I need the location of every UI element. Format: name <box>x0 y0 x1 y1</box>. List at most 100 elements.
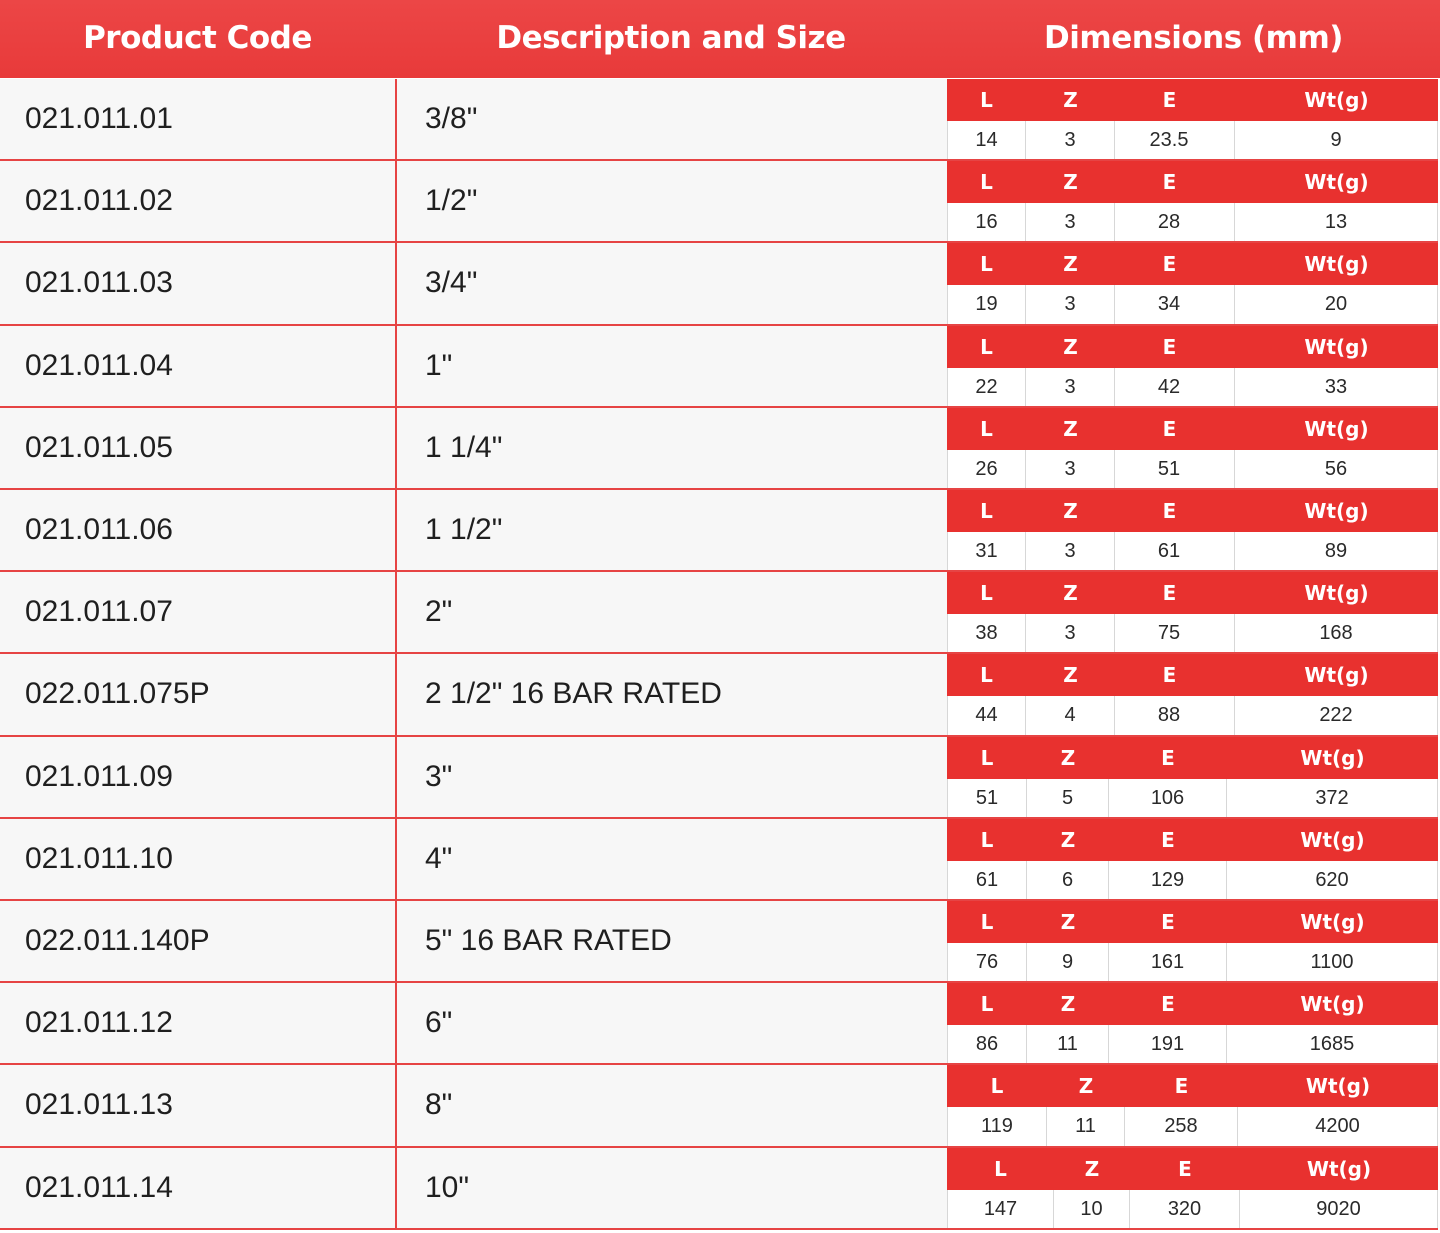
product-code-cell: 021.011.02 <box>0 161 395 244</box>
dim-value-e: 161 <box>1109 943 1227 982</box>
dim-value-z: 10 <box>1054 1189 1130 1228</box>
dimensions-values: 38 3 75 168 <box>947 614 1438 655</box>
dim-label-l: L <box>980 170 993 195</box>
dim-label-l: L <box>980 663 993 688</box>
dim-label-l: L <box>980 992 994 1017</box>
dim-label-wt: Wt(g) <box>1300 827 1365 852</box>
description-cell: 2 1/2" 16 BAR RATED <box>395 654 947 737</box>
description: 3/4" <box>425 266 478 300</box>
dim-label-wt: Wt(g) <box>1304 581 1369 606</box>
description-cell: 1 1/2" <box>395 490 947 573</box>
dim-label-z: Z <box>1063 581 1078 606</box>
dim-label-z: Z <box>1060 745 1076 770</box>
dimensions-block: L Z E Wt(g) 31 3 61 89 <box>947 490 1438 573</box>
dimensions-values: 31 3 61 89 <box>947 532 1438 573</box>
dim-label-wt: Wt(g) <box>1300 910 1365 934</box>
dim-value-e: 320 <box>1130 1189 1240 1228</box>
dim-value-wt: 56 <box>1235 449 1438 488</box>
product-code-cell: 021.011.06 <box>0 490 395 573</box>
description-cell: 3/4" <box>395 243 947 326</box>
dim-label-wt: Wt(g) <box>1304 170 1369 195</box>
dimensions-subheader: L Z E Wt(g) <box>947 161 1438 204</box>
description-cell: 3" <box>395 736 947 819</box>
dimensions-block: L Z E Wt(g) 86 11 191 1685 <box>947 983 1438 1066</box>
dimensions-subheader: L Z E Wt(g) <box>947 818 1438 861</box>
dim-label-z: Z <box>1063 88 1078 112</box>
product-code-cell: 021.011.12 <box>0 983 395 1066</box>
dim-value-z: 11 <box>1027 1025 1109 1064</box>
dimensions-block: L Z E Wt(g) 19 3 34 20 <box>947 243 1438 326</box>
dim-label-z: Z <box>1060 992 1076 1017</box>
dim-value-wt: 1100 <box>1227 943 1438 982</box>
dim-value-wt: 1685 <box>1227 1025 1438 1064</box>
table-row: 022.011.075P 2 1/2" 16 BAR RATED L Z E Wt(g) 4… <box>0 654 1440 737</box>
dim-label-l: L <box>980 745 994 770</box>
dim-label-wt: Wt(g) <box>1300 745 1365 770</box>
description-cell: 8" <box>395 1065 947 1148</box>
dim-value-l: 22 <box>947 367 1026 406</box>
dimensions-values: 22 3 42 33 <box>947 367 1438 408</box>
dimensions-block: L Z E Wt(g) 147 10 320 9020 <box>947 1147 1438 1230</box>
dim-label-e: E <box>1161 745 1175 770</box>
dimensions-subheader: L Z E Wt(g) <box>947 572 1438 615</box>
table-row: 021.011.12 6" L Z E Wt(g) 86 11 191 1685 <box>0 983 1440 1066</box>
dimensions-values: 14 3 23.5 9 <box>947 121 1438 162</box>
dim-value-e: 88 <box>1104 696 1235 735</box>
dim-label-l: L <box>980 334 993 359</box>
description: 3" <box>425 759 453 793</box>
table-row: 021.011.01 3/8" L Z E Wt(g) 14 3 23.5 9 <box>0 79 1440 162</box>
product-code: 022.011.075P <box>25 677 210 711</box>
product-code: 021.011.14 <box>25 1170 173 1204</box>
dim-label-z: Z <box>1063 499 1078 523</box>
description: 4" <box>425 841 453 875</box>
product-code: 022.011.140P <box>25 924 210 957</box>
dim-label-z: Z <box>1084 1156 1100 1181</box>
product-code: 021.011.06 <box>25 513 173 546</box>
dim-value-l: 19 <box>947 285 1026 324</box>
dimensions-block: L Z E Wt(g) 76 9 161 1100 <box>947 901 1438 984</box>
dim-value-l: 44 <box>947 696 1026 735</box>
dimensions-subheader: L Z E Wt(g) <box>947 325 1438 368</box>
dimensions-values: 147 10 320 9020 <box>947 1189 1438 1230</box>
dim-label-l: L <box>980 252 993 277</box>
dim-value-e: 28 <box>1104 203 1235 242</box>
dim-value-wt: 89 <box>1235 532 1438 571</box>
dimensions-subheader: L Z E Wt(g) <box>947 1065 1438 1108</box>
table-row: 021.011.10 4" L Z E Wt(g) 61 6 129 620 <box>0 818 1440 901</box>
description: 1 1/2" <box>425 513 503 546</box>
dim-label-z: Z <box>1060 827 1076 852</box>
dim-value-wt: 4200 <box>1238 1107 1438 1146</box>
dimensions-values: 61 6 129 620 <box>947 860 1438 901</box>
dim-label-e: E <box>1162 499 1177 523</box>
dim-value-z: 3 <box>1026 449 1115 488</box>
dim-label-e: E <box>1161 992 1175 1017</box>
dim-label-l: L <box>980 910 994 934</box>
dimensions-block: L Z E Wt(g) 22 3 42 33 <box>947 325 1438 408</box>
header-product-code: Product Code <box>83 20 312 56</box>
dim-label-z: Z <box>1078 1074 1094 1099</box>
dim-label-e: E <box>1174 1074 1189 1099</box>
dim-label-e: E <box>1161 910 1175 934</box>
dim-value-e: 75 <box>1104 614 1235 653</box>
table-row: 021.011.06 1 1/2" L Z E Wt(g) 31 3 61 89 <box>0 490 1440 573</box>
dim-value-l: 31 <box>947 532 1026 571</box>
table-header: Product Code Description and Size Dimens… <box>0 0 1440 78</box>
dim-label-z: Z <box>1063 334 1078 359</box>
dim-value-wt: 372 <box>1227 778 1438 817</box>
dim-value-wt: 33 <box>1235 367 1438 406</box>
table-row: 021.011.03 3/4" L Z E Wt(g) 19 3 34 20 <box>0 243 1440 326</box>
product-code: 021.011.13 <box>25 1088 173 1122</box>
table-row: 021.011.02 1/2" L Z E Wt(g) 16 3 28 13 <box>0 161 1440 244</box>
dim-value-z: 4 <box>1026 696 1115 735</box>
dim-value-z: 11 <box>1047 1107 1125 1146</box>
dimensions-values: 19 3 34 20 <box>947 285 1438 326</box>
dimensions-values: 16 3 28 13 <box>947 203 1438 244</box>
product-code-cell: 021.011.04 <box>0 325 395 408</box>
dim-value-l: 76 <box>947 943 1027 982</box>
description-cell: 6" <box>395 983 947 1066</box>
dim-label-l: L <box>980 88 993 112</box>
description-cell: 1/2" <box>395 161 947 244</box>
dim-label-wt: Wt(g) <box>1304 88 1369 112</box>
dimensions-subheader: L Z E Wt(g) <box>947 243 1438 286</box>
dimensions-values: 51 5 106 372 <box>947 778 1438 819</box>
